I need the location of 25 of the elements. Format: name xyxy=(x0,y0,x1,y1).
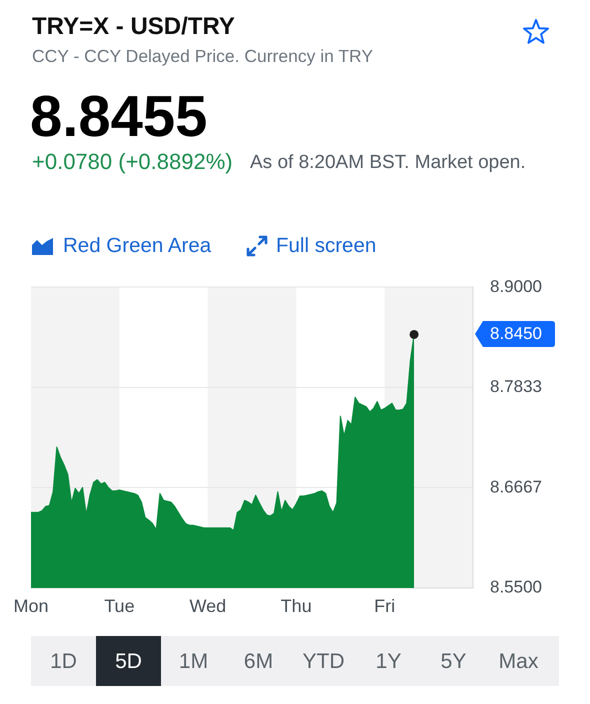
price-tag: 8.8450 xyxy=(475,321,555,348)
x-tick-label: Mon xyxy=(13,596,49,616)
text: Max xyxy=(498,648,538,674)
text: Red Green Area xyxy=(63,233,212,258)
text: YTD xyxy=(302,648,344,674)
text: +0.0780 (+0.8892%) xyxy=(32,149,233,175)
y-tick-label: 8.5500 xyxy=(490,578,542,597)
text: 6M xyxy=(244,648,274,674)
y-tick-label: 8.9000 xyxy=(490,276,542,296)
text: 1M xyxy=(178,648,208,674)
text: 1Y xyxy=(376,648,402,674)
x-tick-label: Wed xyxy=(189,596,226,616)
text: Full screen xyxy=(276,233,376,258)
text: 1D xyxy=(50,648,77,674)
text: As of 8:20AM BST. Market open. xyxy=(250,151,526,174)
text: 5D xyxy=(115,648,142,674)
x-tick-label: Thu xyxy=(280,596,312,616)
x-tick-label: Fri xyxy=(374,596,396,616)
text: 8.8455 xyxy=(30,84,208,149)
x-tick-label: Tue xyxy=(104,596,135,616)
chart-title: TRY=X - USD/TRY xyxy=(32,13,235,41)
y-tick-label: 8.7833 xyxy=(490,377,542,396)
y-tick-label: 8.6667 xyxy=(490,477,542,496)
text: 5Y xyxy=(440,648,466,674)
chart-subtitle: CCY - CCY Delayed Price. Currency in TRY xyxy=(32,46,374,67)
